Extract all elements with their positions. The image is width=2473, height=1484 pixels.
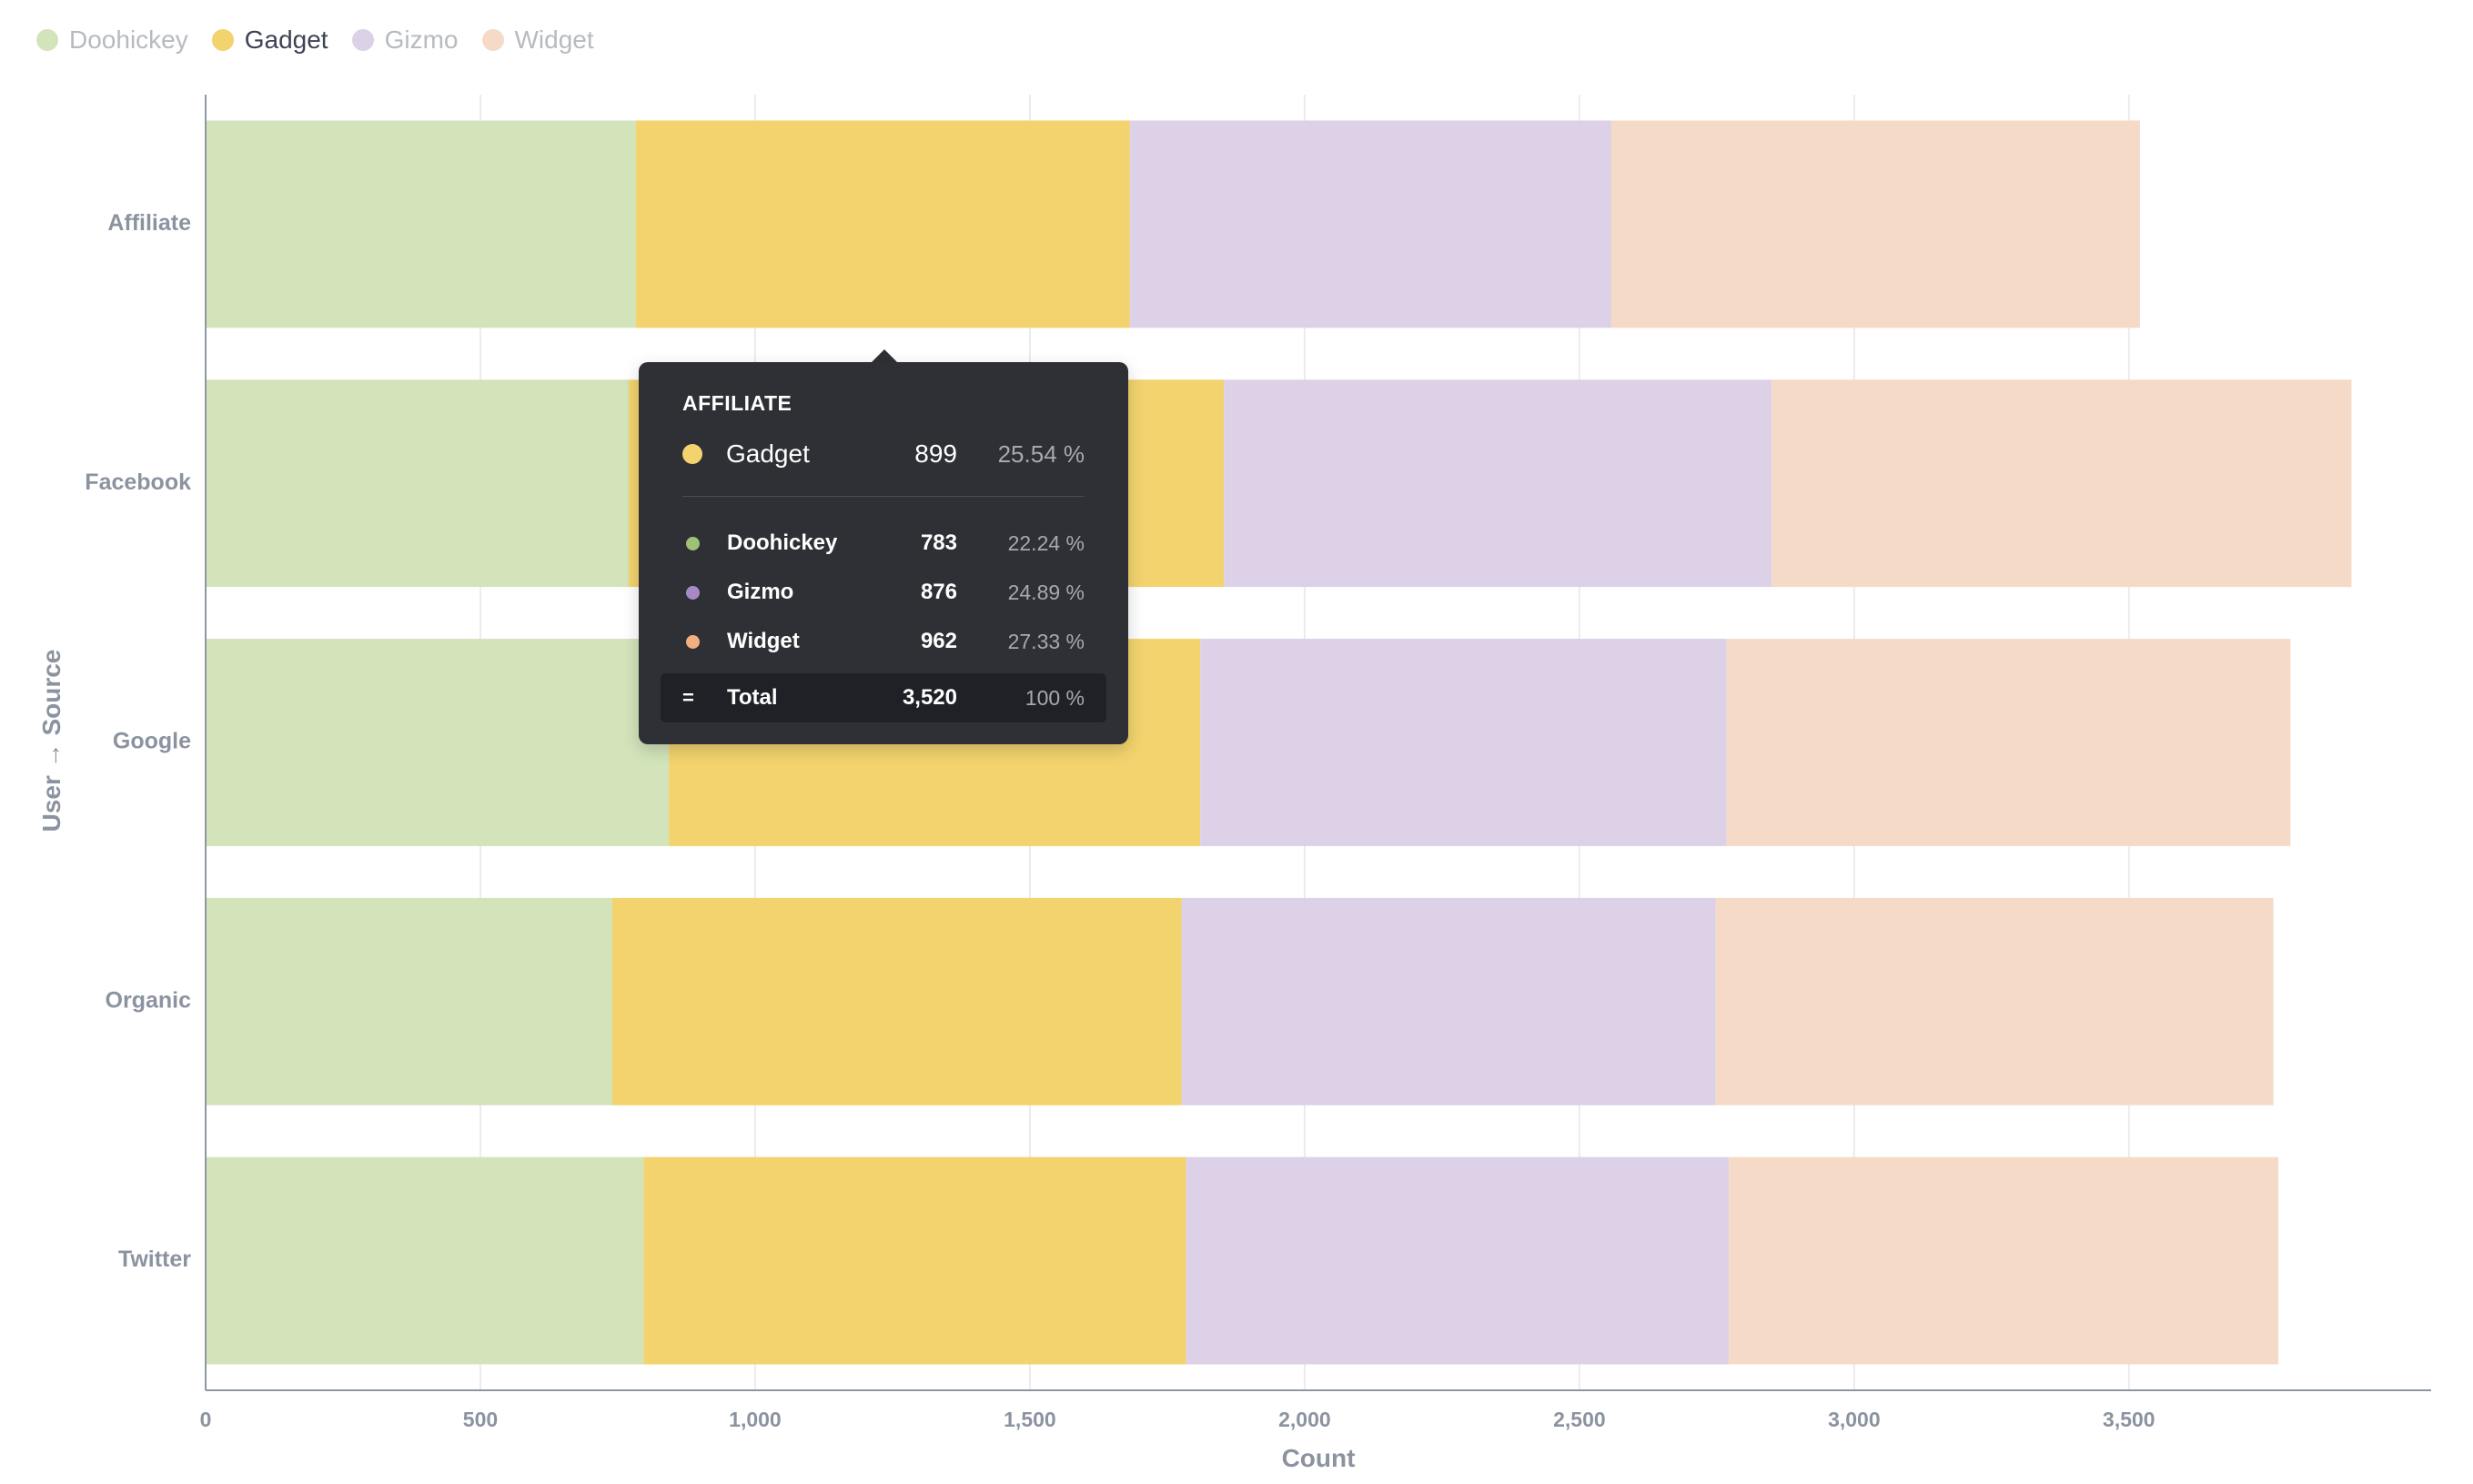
tooltip-total-row: = Total 3,520 100 % [661,673,1106,722]
tooltip-dot-gizmo-icon [686,585,700,600]
legend-dot-gizmo [351,29,374,51]
x-tick-label: 1,000 [729,1408,782,1431]
bar-widget-twitter[interactable] [1729,1156,2279,1365]
tooltip-divider [682,496,1085,497]
tooltip-row-value: 962 [920,629,957,653]
bar-gizmo-organic[interactable] [1181,897,1716,1105]
tooltip-hovered-value: 899 [914,439,957,468]
bar-gadget-affiliate[interactable] [635,120,1130,328]
tooltip-row-widget: Widget 962 27.33 % [682,617,1085,666]
bar-widget-organic[interactable] [1715,897,2274,1105]
category-label: Google [113,729,191,754]
tooltip-hovered-row: Gadget 899 25.54 % [682,434,1085,474]
legend-item-widget[interactable]: Widget [481,25,594,55]
x-tick-label: 2,500 [1553,1408,1606,1431]
tooltip-hovered-dot-icon [682,444,702,464]
legend-item-doohickey[interactable]: Doohickey [36,25,188,55]
legend-item-gadget[interactable]: Gadget [211,25,328,55]
bar-doohickey-affiliate[interactable] [206,120,636,328]
tooltip-row-value: 783 [920,530,957,555]
tooltip-arrow [870,349,899,364]
bar-gadget-organic[interactable] [611,897,1182,1105]
tooltip-total-label: Total [727,685,778,710]
bar-doohickey-facebook[interactable] [206,379,630,588]
tooltip-total-value: 3,520 [902,685,957,710]
tooltip-hovered-percent: 25.54 % [997,439,1085,468]
x-tick-label: 2,000 [1278,1408,1331,1431]
legend-item-gizmo[interactable]: Gizmo [351,25,459,55]
x-tick-label: 3,500 [2103,1408,2155,1431]
tooltip-dot-doohickey-icon [686,536,700,550]
legend-dot-gadget [211,29,234,51]
tooltip-hovered-name: Gadget [726,439,810,468]
legend-label-widget: Widget [514,25,594,54]
legend-dot-widget [481,29,504,51]
x-tick-label: 500 [463,1408,498,1431]
y-axis-title: User → Source [37,650,66,833]
legend-label-gizmo: Gizmo [384,25,459,54]
bar-widget-facebook[interactable] [1771,379,2352,588]
bar-gizmo-affiliate[interactable] [1129,120,1611,328]
tooltip-row-value: 876 [920,580,957,604]
tooltip-dot-widget-icon [686,634,700,649]
tooltip-row-name: Widget [727,629,800,653]
tooltip-title: AFFILIATE [682,391,792,415]
tooltip-row-gizmo: Gizmo 876 24.89 % [682,568,1085,617]
x-axis-title: Count [1282,1444,1356,1472]
tooltip-row-name: Doohickey [727,530,838,555]
bar-gizmo-facebook[interactable] [1224,379,1772,588]
x-tick-label: 1,500 [1004,1408,1056,1431]
bar-doohickey-twitter[interactable] [206,1156,644,1365]
bar-gizmo-google[interactable] [1200,639,1727,846]
bar-doohickey-google[interactable] [206,639,670,846]
tooltip-total-percent: 100 % [1025,685,1085,710]
bar-widget-google[interactable] [1726,639,2291,846]
category-label: Organic [106,987,192,1013]
tooltip-row-doohickey: Doohickey 783 22.24 % [682,519,1085,568]
tooltip-equals-icon: = [682,686,694,709]
x-tick-label: 0 [200,1408,212,1431]
category-label: Twitter [118,1247,191,1272]
category-label: Facebook [85,469,191,495]
x-tick-label: 3,000 [1828,1408,1881,1431]
bar-gadget-twitter[interactable] [643,1156,1186,1365]
bar-widget-affiliate[interactable] [1610,120,2140,328]
tooltip-row-percent: 24.89 % [1007,580,1085,604]
bar-gizmo-twitter[interactable] [1186,1156,1730,1365]
tooltip-row-percent: 22.24 % [1007,530,1085,555]
bar-doohickey-organic[interactable] [206,897,612,1105]
legend-label-gadget: Gadget [244,25,328,54]
tooltip-row-percent: 27.33 % [1007,629,1085,653]
chart-tooltip: AFFILIATE Gadget 899 25.54 % Doohickey 7… [639,362,1128,744]
legend-label-doohickey: Doohickey [69,25,188,54]
legend-dot-doohickey [36,29,58,51]
category-label: Affiliate [107,210,191,236]
tooltip-row-name: Gizmo [727,580,794,604]
chart-legend: Doohickey Gadget Gizmo Widget [36,25,594,55]
